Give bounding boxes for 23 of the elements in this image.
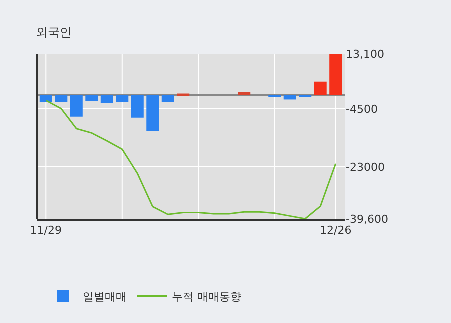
- chart-title: 외국인: [36, 26, 72, 40]
- bar: [116, 95, 129, 102]
- legend-label: 누적 매매동향: [172, 290, 242, 304]
- bar: [86, 95, 98, 102]
- bar: [284, 95, 296, 100]
- line-series: [45, 100, 337, 219]
- x-tick-label: 11/29: [30, 224, 62, 238]
- y-tick-label: 13,100: [346, 48, 384, 61]
- bar: [146, 95, 160, 132]
- y-tick-label: -39,600: [346, 212, 388, 226]
- bar: [100, 95, 114, 104]
- bar: [55, 95, 68, 102]
- bar: [330, 54, 342, 96]
- y-tick-label: -23000: [346, 160, 385, 174]
- bar: [314, 82, 327, 96]
- bar: [238, 92, 251, 96]
- legend-label: 일별매매: [83, 290, 128, 304]
- bar: [40, 95, 52, 102]
- bar: [70, 95, 83, 117]
- x-tick-label: 12/26: [320, 224, 352, 238]
- bar: [162, 95, 174, 102]
- y-tick-label: -4500: [346, 102, 378, 116]
- bar: [131, 95, 144, 118]
